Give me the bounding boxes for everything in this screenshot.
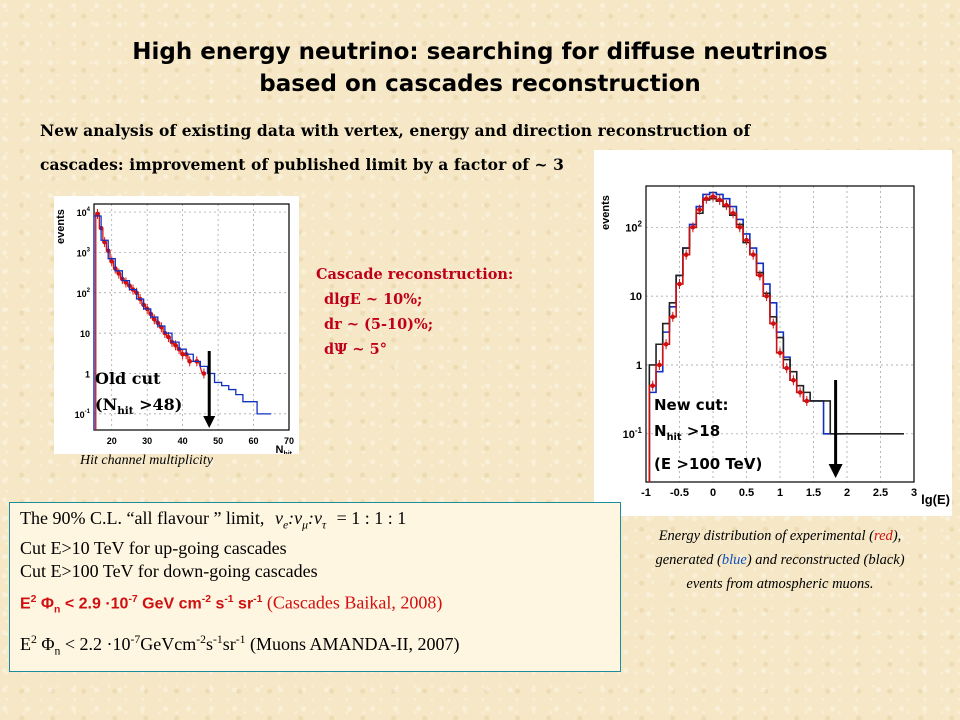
y-axis-label: events [55,209,67,244]
new-cut-annotation: New cut: Nhit >18 (E >100 TeV) [654,392,762,477]
cut-arrow-head [828,464,843,478]
old-cut-line-2: (Nhit >48) [95,395,183,418]
x-tick-label: 3 [911,487,917,499]
page-title: High energy neutrino: searching for diff… [0,36,960,100]
new-cut-line-3: (E >100 TeV) [654,455,763,473]
old-cut-line-1: Old cut [95,369,161,388]
x-axis-label: lg(E) [921,492,950,507]
plot-frame [645,185,915,483]
y-tick-label: 1 [636,360,642,372]
left-plot-caption: Hit channel multiplicity [80,453,213,468]
energy-caption: Energy distribution of experimental (red… [655,528,905,592]
limits-line-3: Cut E>100 TeV for down-going cascades [20,560,318,581]
x-tick-label: 1 [777,487,783,499]
limits-line-4: E2 Φn < 2.9 ·10-7 GeV cm-2 s-1 sr-1 (Cas… [20,591,443,616]
reco-heading: Cascade reconstruction: [316,266,514,283]
x-tick-label: 1.5 [806,487,821,499]
limits-line-1: The 90% C.L. “all flavour ” limit, νe:νμ… [20,508,407,532]
y-axis-label: events [600,195,612,230]
new-cut-line-1: New cut: [654,396,729,414]
x-tick-label: 0.5 [739,487,754,499]
x-tick-label: 30 [142,436,152,446]
subtitle-line-1: New analysis of existing data with verte… [40,121,751,140]
x-tick-label: 40 [178,436,188,446]
right-plot-panel: -1 -0.5 0 0.5 1 1.5 2 2.5 3 102 10 1 10-1 events lg(E) [594,150,952,516]
cascade-reconstruction: Cascade reconstruction: dlgE ~ 10%; dr ~… [316,262,513,362]
y-tick-label: 102 [625,219,642,234]
y-tick-label: 104 [77,207,91,218]
y-tick-label: 103 [77,247,91,258]
y-tick-label: 102 [77,288,91,299]
limits-line-2: Cut E>10 TeV for up-going cascades [20,537,287,558]
title-line-1: High energy neutrino: searching for diff… [132,39,828,65]
x-tick-label: -1 [641,487,651,499]
reco-line-2: dr ~ (5-10)%; [324,316,434,333]
old-cut-annotation: Old cut (Nhit >48) [95,366,182,424]
x-tick-label: 2.5 [873,487,888,499]
y-tick-label: 10 [630,291,642,303]
x-tick-label: -0.5 [670,487,689,499]
right-histogram: -1 -0.5 0 0.5 1 1.5 2 2.5 3 102 10 1 10-1 events lg(E) [600,185,950,507]
x-tick-label: 0 [710,487,716,499]
y-tick-label: 10-1 [623,426,643,441]
series-line-1 [93,215,272,430]
y-tick-label: 10 [80,329,90,339]
x-tick-label: 70 [284,436,294,446]
x-tick-label: 60 [249,436,259,446]
y-tick-label: 1 [85,370,90,380]
title-line-2: based on cascades reconstruction [259,71,701,97]
limits-line-5: E2 Φn < 2.2 ·10-7GeVcm-2s-1sr-1 (Muons A… [20,633,460,658]
x-tick-label: 2 [844,487,850,499]
series-line-2 [648,195,811,482]
reco-line-1: dlgE ~ 10%; [324,291,423,308]
x-tick-label: 20 [107,436,117,446]
x-tick-label: 50 [213,436,223,446]
subtitle-line-2: cascades: improvement of published limit… [40,155,565,174]
cut-arrow-head [203,416,216,428]
limits-box: The 90% C.L. “all flavour ” limit, νe:νμ… [9,502,621,672]
new-cut-line-2: Nhit >18 [654,422,721,443]
y-tick-label: 10-1 [75,409,91,420]
reco-line-3: dΨ ~ 5° [324,341,387,358]
